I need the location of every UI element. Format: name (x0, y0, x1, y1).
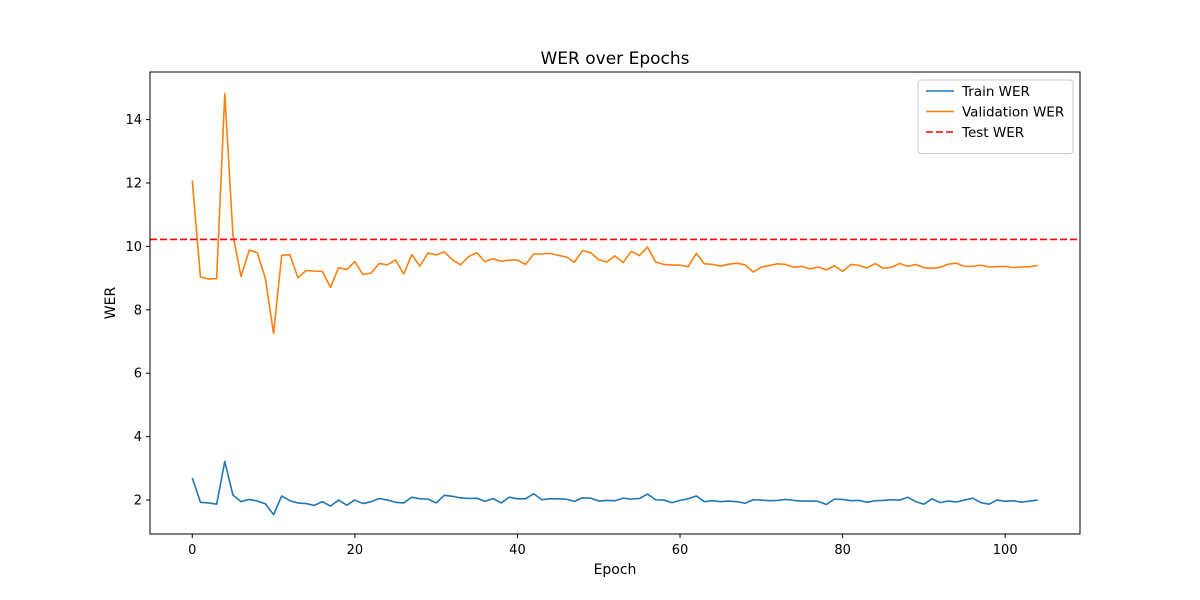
y-tick-label: 4 (134, 430, 142, 445)
x-tick-label: 80 (834, 543, 851, 558)
legend-label: Test WER (961, 125, 1024, 141)
x-tick-label: 100 (993, 543, 1018, 558)
y-tick-label: 6 (134, 367, 142, 382)
y-tick-label: 2 (134, 494, 142, 509)
y-tick-label: 14 (125, 113, 142, 128)
x-tick-label: 0 (188, 543, 196, 558)
legend: Train WER Validation WER Test WER (917, 79, 1074, 154)
y-tick-label: 8 (134, 303, 142, 318)
chart-title: WER over Epochs (541, 49, 690, 69)
x-tick-label: 40 (509, 543, 526, 558)
x-tick-label: 60 (672, 543, 689, 558)
y-tick-label: 10 (125, 240, 142, 255)
legend-label: Validation WER (962, 105, 1064, 121)
x-axis: 0 20 40 60 80 100 (188, 534, 1018, 558)
x-axis-label: Epoch (594, 562, 637, 578)
legend-label: Train WER (961, 84, 1030, 100)
series-line-train-wer (191, 460, 1038, 516)
legend-box (917, 79, 1074, 154)
x-tick-label: 20 (347, 543, 364, 558)
plot-area (150, 92, 1080, 516)
y-axis: 2 4 6 8 10 12 14 (125, 113, 150, 509)
y-axis-label: WER (103, 287, 119, 320)
plot-frame (149, 71, 1081, 535)
y-tick-label: 12 (125, 176, 142, 191)
series-line-validation-wer (191, 92, 1038, 335)
